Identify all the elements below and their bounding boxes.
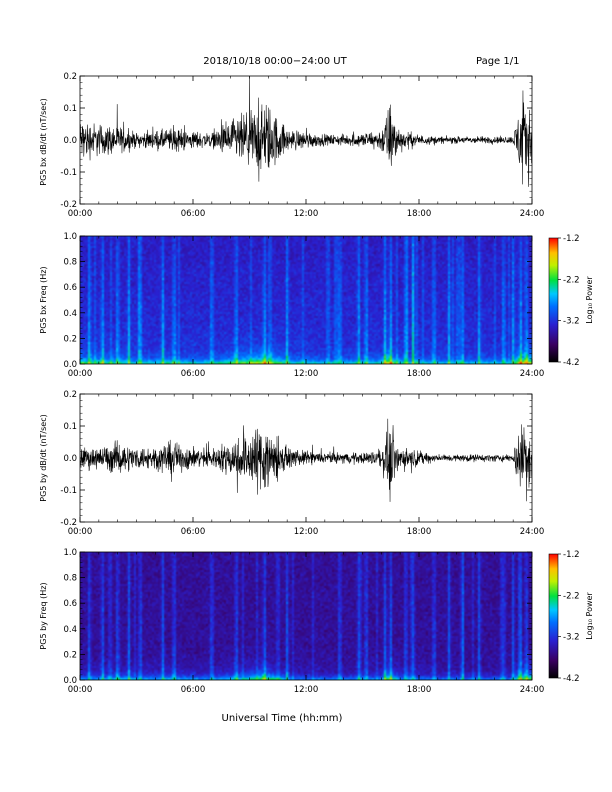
- waveform-trace: [80, 418, 532, 502]
- y-tick-label: 0.2: [63, 334, 77, 344]
- y-tick-label: 0.4: [63, 625, 77, 635]
- x-tick-label: 18:00: [407, 209, 432, 219]
- y-tick-label: -0.2: [60, 200, 77, 210]
- x-tick-label: 24:00: [520, 369, 545, 379]
- x-tick-label: 06:00: [181, 369, 206, 379]
- x-tick-label: 00:00: [68, 527, 93, 537]
- colorbar-tick-label: -4.2: [563, 674, 580, 684]
- panel-bx-waveform: PG5 bx dB/dt (nT/sec) 00:00 06:00 12:00 18:…: [39, 72, 544, 219]
- x-tick-label: 06:00: [181, 527, 206, 537]
- y-tick-label: -0.1: [60, 486, 77, 496]
- x-tick-label: 18:00: [407, 369, 432, 379]
- y-tick-label: -0.2: [60, 518, 77, 528]
- x-tick-label: 06:00: [181, 209, 206, 219]
- colorbar-tick-label: -2.2: [563, 591, 580, 601]
- colorbar-by: Log₁₀ Power -1.2 -2.2 -3.2 -4.2: [548, 550, 594, 684]
- x-tick-label: 18:00: [407, 685, 432, 695]
- y-tick-label: 0.1: [63, 422, 77, 432]
- x-tick-label: 12:00: [294, 369, 319, 379]
- colorbar-by-label: Log₁₀ Power: [585, 592, 594, 640]
- y-tick-label: -0.1: [60, 168, 77, 178]
- colorbar-bx-label: Log₁₀ Power: [585, 276, 594, 324]
- y-tick-label: 0.2: [63, 72, 77, 82]
- y-tick-label: 0.1: [63, 104, 77, 114]
- colorbar-tick-label: -4.2: [563, 358, 580, 368]
- x-tick-label: 24:00: [520, 685, 545, 695]
- colorbar-tick-label: -3.2: [563, 633, 580, 643]
- x-tick-label: 06:00: [181, 685, 206, 695]
- panel-by-waveform: PG5 by dB/dt (nT/sec) 00:00 06:00 12:00 18:…: [39, 390, 544, 537]
- y-tick-label: 0.0: [63, 360, 77, 370]
- x-tick-label: 00:00: [68, 685, 93, 695]
- x-axis-label: Universal Time (hh:mm): [222, 713, 343, 724]
- spectrogram-image: [80, 236, 532, 364]
- y-tick-label: 0.0: [63, 136, 77, 146]
- plot-title: 2018/10/18 00:00−24:00 UT: [203, 56, 347, 67]
- x-tick-label: 00:00: [68, 209, 93, 219]
- colorbar-tick-label: -1.2: [563, 550, 580, 560]
- x-tick-label: 12:00: [294, 209, 319, 219]
- x-tick-label: 24:00: [520, 209, 545, 219]
- y-tick-label: 0.8: [63, 574, 77, 584]
- y-tick-label: 1.0: [63, 548, 77, 558]
- colorbar-bx-ramp: [548, 237, 559, 363]
- ylabel-bx-waveform: PG5 bx dB/dt (nT/sec): [39, 98, 48, 185]
- spectrogram-image: [80, 552, 532, 680]
- y-tick-label: 0.6: [63, 283, 77, 293]
- colorbar-tick-label: -2.2: [563, 275, 580, 285]
- y-tick-label: 0.6: [63, 599, 77, 609]
- y-tick-label: 0.4: [63, 309, 77, 319]
- colorbar-by-ramp: [548, 553, 559, 679]
- y-tick-label: 1.0: [63, 232, 77, 242]
- ylabel-by-spectrogram: PG5 by Freq (Hz): [39, 582, 48, 649]
- y-tick-label: 0.2: [63, 390, 77, 400]
- x-tick-label: 18:00: [407, 527, 432, 537]
- panel-by-spectrogram: PG5 by Freq (Hz) 00:00 06:00 12:00 18:00 24:…: [39, 548, 544, 695]
- panel-bx-spectrogram: PG5 bx Freq (Hz) 00:00 06:00 12:00 18:00 24:…: [39, 232, 544, 379]
- y-tick-label: 0.0: [63, 676, 77, 686]
- colorbar-tick-label: -3.2: [563, 317, 580, 327]
- waveform-trace: [80, 76, 532, 187]
- colorbar-tick-label: -1.2: [563, 234, 580, 244]
- y-tick-label: 0.0: [63, 454, 77, 464]
- x-tick-label: 12:00: [294, 527, 319, 537]
- x-tick-label: 12:00: [294, 685, 319, 695]
- colorbar-bx: Log₁₀ Power -1.2 -2.2 -3.2 -4.2: [548, 234, 594, 368]
- ylabel-bx-spectrogram: PG5 bx Freq (Hz): [39, 266, 48, 333]
- x-tick-label: 24:00: [520, 527, 545, 537]
- y-tick-label: 0.8: [63, 258, 77, 268]
- x-tick-label: 00:00: [68, 369, 93, 379]
- page-number: Page 1/1: [476, 56, 519, 67]
- ylabel-by-waveform: PG5 by dB/dt (nT/sec): [39, 414, 48, 501]
- y-tick-label: 0.2: [63, 650, 77, 660]
